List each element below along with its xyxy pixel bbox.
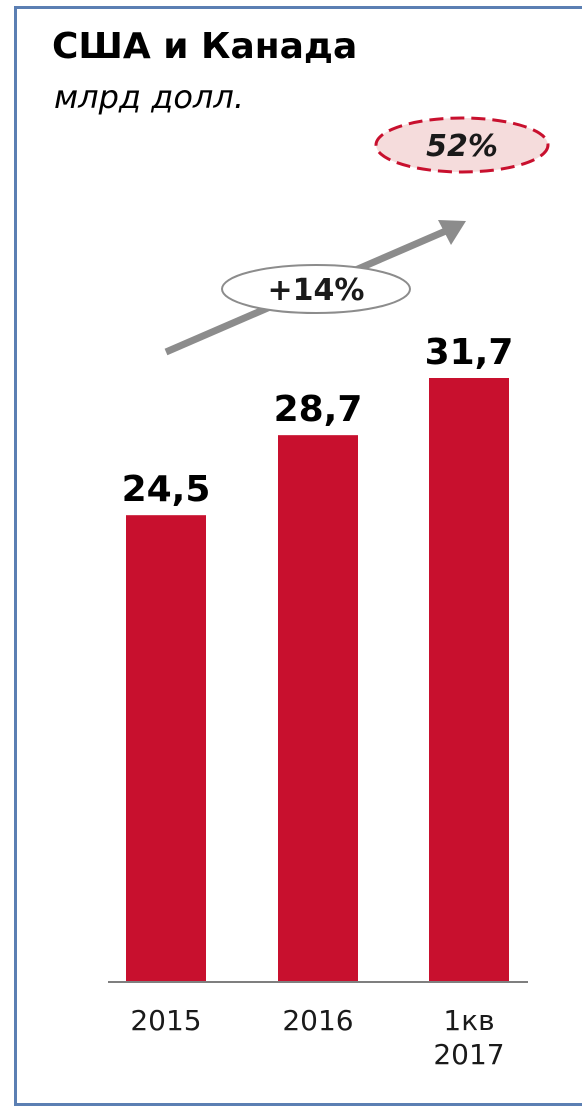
x-tick-label-1: 2016 (282, 1004, 353, 1037)
x-tick-label-2-0: 1кв (443, 1004, 494, 1037)
x-tick-label-0: 2015 (130, 1004, 201, 1037)
growth-label: +14% (268, 273, 365, 308)
bar-value-label-2: 31,7 (425, 332, 514, 373)
bar-2 (429, 378, 509, 982)
share-annotation: 52% (376, 118, 548, 172)
bar-value-label-1: 28,7 (274, 389, 363, 430)
growth-annotation: +14% (222, 265, 410, 313)
bar-value-label-0: 24,5 (122, 469, 211, 510)
x-tick-label-2-1: 2017 (433, 1038, 504, 1071)
bar-1 (278, 435, 358, 982)
bar-0 (126, 515, 206, 982)
share-label: 52% (426, 129, 498, 164)
